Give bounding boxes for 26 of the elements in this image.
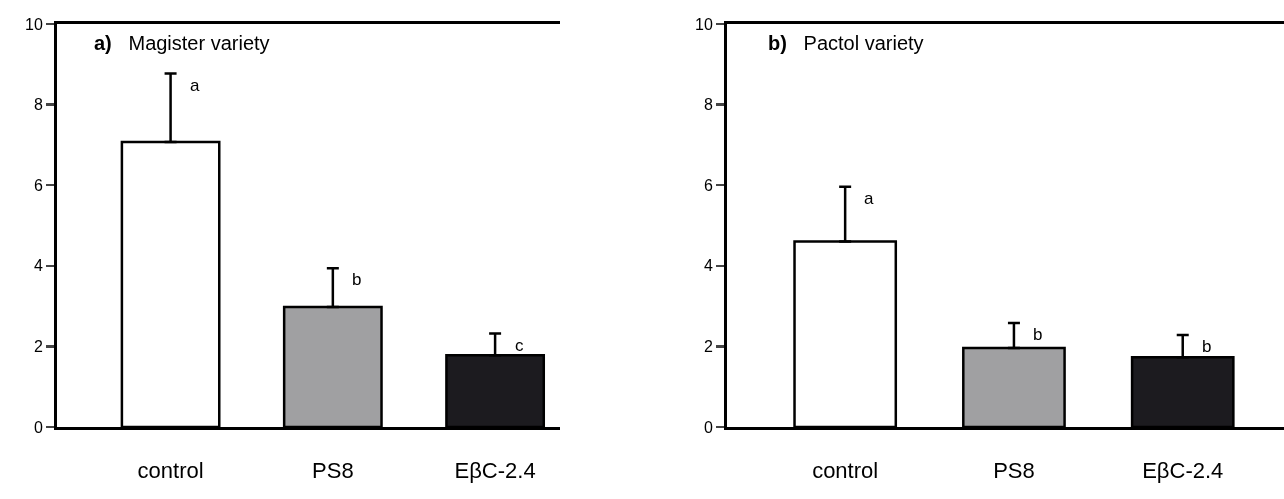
y-tick-label: 6 bbox=[703, 176, 713, 194]
x-tick-label: PS8 bbox=[312, 458, 354, 484]
annotation: c bbox=[515, 336, 524, 355]
annotation: a bbox=[190, 76, 200, 95]
y-tick-label: 2 bbox=[33, 338, 43, 355]
y-tick-label: 6 bbox=[33, 176, 43, 194]
annotation: b bbox=[352, 270, 362, 289]
x-tick-label: PS8 bbox=[993, 458, 1035, 484]
y-tick-label: 10 bbox=[695, 15, 713, 33]
x-tick-label: control bbox=[812, 458, 879, 484]
y-tick-label: 4 bbox=[33, 257, 43, 275]
annotation: a bbox=[864, 189, 874, 208]
chart-title: a) Magister variety bbox=[94, 32, 270, 54]
annotation: b bbox=[1202, 337, 1212, 356]
y-tick-label: 0 bbox=[33, 418, 43, 436]
y-tick-label: 10 bbox=[25, 15, 43, 33]
annotation: b bbox=[1033, 325, 1043, 344]
y-tick-label: 8 bbox=[33, 96, 43, 114]
x-tick-label: EβC-2.4 bbox=[454, 458, 536, 484]
x-tick-label: EβC-2.4 bbox=[1142, 458, 1224, 484]
y-tick-label: 8 bbox=[703, 96, 713, 114]
y-tick-label: 2 bbox=[703, 338, 713, 355]
x-tick-label: control bbox=[137, 458, 204, 484]
chart-title: b) Pactol variety bbox=[768, 32, 924, 54]
y-tick-label: 0 bbox=[703, 418, 713, 436]
y-tick-label: 4 bbox=[703, 257, 713, 275]
